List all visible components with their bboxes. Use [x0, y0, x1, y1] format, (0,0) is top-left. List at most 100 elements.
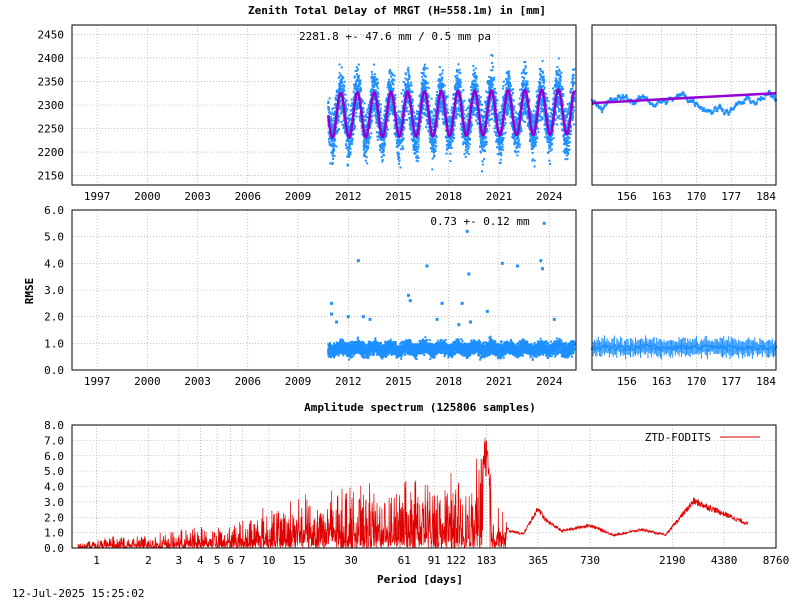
ztd-observation-point	[557, 87, 560, 90]
ztd-observation-point	[372, 75, 375, 78]
ztd-observation-point	[436, 123, 439, 126]
ztd-observation-point	[350, 108, 353, 111]
ztd-observation-point	[564, 110, 567, 113]
ztd-observation-point	[374, 73, 377, 76]
ztd-observation-point	[387, 112, 390, 115]
ztd-observation-point	[560, 87, 563, 90]
ztd-observation-point	[531, 159, 534, 162]
ztd-observation-point	[356, 78, 359, 81]
ztd-observation-point	[380, 121, 383, 124]
ztd-observation-point	[552, 98, 555, 101]
ztd-observation-point	[566, 112, 569, 115]
ztd-observation-point	[427, 126, 430, 129]
ztd-observation-point	[506, 109, 509, 112]
ztd-observation-point	[343, 80, 346, 83]
ztd-observation-point	[353, 85, 356, 88]
ztd-observation-point	[421, 112, 424, 115]
ztd-observation-point	[327, 105, 330, 108]
ztd-observation-point	[394, 93, 397, 96]
ztd-observation-point	[518, 131, 521, 134]
ztd-observation-point	[347, 116, 350, 119]
ztd-observation-point	[498, 148, 501, 151]
ztd-observation-point	[495, 140, 498, 143]
ztd-observation-point	[572, 106, 575, 109]
ztd-observation-point	[513, 135, 516, 138]
ztd-observation-point	[450, 109, 453, 112]
ztd-observation-point	[506, 87, 509, 90]
ztd-observation-point	[421, 82, 424, 85]
ztd-observation-point	[338, 128, 341, 131]
ztd-observation-point	[502, 85, 505, 88]
ztd-observation-point	[507, 85, 510, 88]
ztd-zoom-point	[599, 107, 602, 110]
ztd-observation-point	[446, 143, 449, 146]
ztd-observation-point	[550, 148, 553, 151]
ztd-observation-point	[454, 111, 457, 114]
ztd-observation-point	[491, 69, 494, 72]
ztd-observation-point	[334, 133, 337, 136]
ztd-observation-point	[346, 117, 349, 120]
ztd-observation-point	[328, 111, 331, 114]
ztd-observation-point	[390, 95, 393, 98]
ztd-observation-point	[512, 128, 515, 131]
ztd-observation-point	[512, 105, 515, 108]
ztd-observation-point	[473, 72, 476, 75]
ztd-observation-point	[358, 90, 361, 93]
ztd-observation-point	[376, 138, 379, 141]
ztd-observation-point	[542, 77, 545, 80]
ztd-observation-point	[537, 94, 540, 97]
ztd-observation-point	[562, 129, 565, 132]
ztd-observation-point	[550, 123, 553, 126]
ztd-observation-point	[339, 85, 342, 88]
ztd-observation-point	[357, 79, 360, 82]
ztd-observation-point	[401, 100, 404, 103]
ztd-observation-point	[414, 149, 417, 152]
ztd-observation-point	[352, 96, 355, 99]
ztd-observation-point	[456, 98, 459, 101]
ztd-observation-point	[569, 126, 572, 129]
ztd-observation-point	[417, 143, 420, 146]
ztd-observation-point	[522, 107, 525, 110]
ztd-observation-point	[506, 77, 509, 80]
ztd-observation-point	[495, 102, 498, 105]
ztd-observation-point	[565, 115, 568, 118]
ztd-observation-point	[342, 119, 345, 122]
ztd-observation-point	[530, 144, 533, 147]
ztd-observation-point	[541, 100, 544, 103]
ztd-observation-point	[513, 105, 516, 108]
ztd-observation-point	[546, 138, 549, 141]
ztd-observation-point	[335, 98, 338, 101]
ztd-observation-point	[446, 112, 449, 115]
ztd-observation-point	[549, 126, 552, 129]
ztd-observation-point	[488, 83, 491, 86]
ztd-observation-point	[508, 107, 511, 110]
ztd-observation-point	[443, 84, 446, 87]
ztd-observation-point	[349, 151, 352, 154]
ztd-observation-point	[423, 100, 426, 103]
ztd-observation-point	[478, 129, 481, 132]
ztd-observation-point	[502, 80, 505, 83]
ztd-observation-point	[363, 123, 366, 126]
ztd-observation-point	[427, 86, 430, 89]
ztd-observation-point	[462, 109, 465, 112]
ztd-x-tick-label: 2006	[235, 190, 262, 203]
ztd-observation-point	[549, 149, 552, 152]
ztd-observation-point	[352, 98, 355, 101]
ztd-observation-point	[452, 129, 455, 132]
ztd-observation-point	[392, 83, 395, 86]
ztd-observation-point	[440, 83, 443, 86]
ztd-observation-point	[389, 71, 392, 74]
ztd-observation-point	[417, 156, 420, 159]
ztd-observation-point	[443, 92, 446, 95]
ztd-observation-point	[418, 132, 421, 135]
ztd-observation-point	[362, 141, 365, 144]
ztd-x-tick-label: 2024	[536, 190, 563, 203]
ztd-observation-point	[554, 77, 557, 80]
ztd-observation-point	[566, 158, 569, 161]
ztd-observation-point	[496, 139, 499, 142]
ztd-observation-point	[524, 61, 527, 64]
ztd-observation-point	[528, 90, 531, 93]
ztd-observation-point	[368, 127, 371, 130]
ztd-observation-point	[336, 130, 339, 133]
ztd-observation-point	[469, 125, 472, 128]
